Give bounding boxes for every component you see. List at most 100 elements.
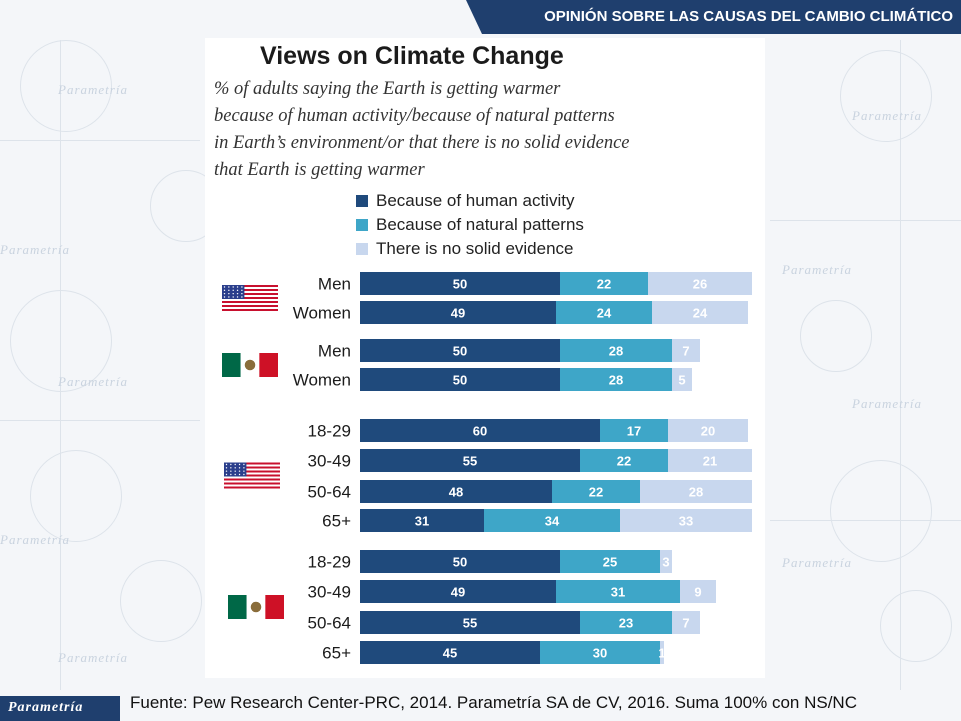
watermark-text: Parametría: [58, 82, 128, 97]
bar-segment-human: [360, 550, 560, 573]
bar-segment-no-evidence: [680, 580, 716, 603]
legend-item-natural: Because of natural patterns: [356, 213, 584, 237]
row-label: 50-64: [308, 483, 351, 502]
bar-segment-human: [360, 611, 580, 634]
data-label: 21: [703, 454, 717, 469]
bar-segment-human: [360, 580, 556, 603]
chart-legend: Because of human activity Because of nat…: [356, 189, 584, 261]
row-label: 65+: [322, 512, 351, 531]
data-label: 33: [679, 514, 693, 529]
watermark-text: Parametría: [58, 374, 128, 389]
bar-segment-natural: [560, 339, 672, 362]
bar-segment-natural: [540, 641, 660, 664]
bar-segment-no-evidence: [652, 301, 748, 324]
logo-text: Parametría: [8, 700, 84, 715]
legend-label: Because of natural patterns: [376, 215, 584, 234]
data-label: 49: [451, 585, 465, 600]
data-label: 50: [453, 373, 467, 388]
legend-swatch-human: [356, 195, 368, 207]
data-label: 28: [609, 373, 623, 388]
watermark-text: Parametría: [0, 532, 70, 547]
bar-segment-natural: [484, 509, 620, 532]
bar-segment-natural: [600, 419, 668, 442]
legend-label: Because of human activity: [376, 191, 575, 210]
bar-segment-human: [360, 419, 600, 442]
subtitle-line: because of human activity/because of nat…: [214, 106, 615, 126]
bar-segment-human: [360, 339, 560, 362]
data-label: 22: [597, 277, 611, 292]
row-label: 30-49: [308, 452, 351, 471]
data-label: 50: [453, 344, 467, 359]
header-title: OPINIÓN SOBRE LAS CAUSAS DEL CAMBIO CLIM…: [544, 8, 953, 25]
bar-segment-human: [360, 480, 552, 503]
bar-segment-human: [360, 449, 580, 472]
row-label: 30-49: [308, 583, 351, 602]
bar-segment-no-evidence: [668, 449, 752, 472]
data-label: 50: [453, 277, 467, 292]
bar-segment-human: [360, 272, 560, 295]
legend-item-no-evidence: There is no solid evidence: [356, 237, 584, 261]
data-label: 9: [694, 585, 701, 600]
data-label: 55: [463, 454, 477, 469]
bar-row: 65+ 31 34 33: [322, 509, 752, 532]
bar-segment-natural: [560, 550, 660, 573]
bar-segment-human: [360, 301, 556, 324]
bar-segment-natural: [580, 611, 672, 634]
data-label: 22: [617, 454, 631, 469]
bar-segment-no-evidence: [648, 272, 752, 295]
data-label: 7: [682, 616, 689, 631]
watermark-text: Parametría: [782, 555, 852, 570]
bar-segment-human: [360, 368, 560, 391]
data-label: 49: [451, 306, 465, 321]
us-flag-icon: [222, 285, 278, 311]
data-label: 20: [701, 424, 715, 439]
parametria-logo: Parametría: [0, 696, 120, 721]
data-label: 55: [463, 616, 477, 631]
bar-segment-natural: [580, 449, 668, 472]
data-label: 17: [627, 424, 641, 439]
bar-segment-no-evidence: [640, 480, 752, 503]
data-label: 24: [693, 306, 708, 321]
bar-segment-no-evidence: [672, 339, 700, 362]
data-label: 26: [693, 277, 707, 292]
bar-row: 18-29 50 25 3: [308, 550, 672, 573]
data-label: 3: [662, 555, 669, 570]
bar-row: 65+ 45 30 1: [322, 641, 666, 664]
row-label: Women: [293, 304, 351, 323]
data-label: 22: [589, 485, 603, 500]
bar-segment-natural: [560, 272, 648, 295]
data-label: 50: [453, 555, 467, 570]
row-label: Men: [318, 275, 351, 294]
bar-segment-natural: [552, 480, 640, 503]
watermark-text: Parametría: [0, 242, 70, 257]
bar-segment-no-evidence: [660, 550, 672, 573]
data-label: 1: [658, 646, 665, 661]
data-label: 23: [619, 616, 633, 631]
data-label: 28: [609, 344, 623, 359]
bar-row: Women 50 28 5: [293, 368, 692, 391]
bar-segment-no-evidence: [672, 368, 692, 391]
bar-row: 30-49 55 22 21: [308, 449, 752, 472]
data-label: 24: [597, 306, 612, 321]
mexico-flag-icon: [228, 595, 284, 619]
subtitle-line: that Earth is getting warmer: [214, 160, 425, 180]
watermark-text: Parametría: [58, 650, 128, 665]
bar-segment-human: [360, 641, 540, 664]
watermark-text: Parametría: [782, 262, 852, 277]
bar-row: Men 50 22 26: [318, 272, 752, 295]
data-label: 7: [682, 344, 689, 359]
bar-segment-no-evidence: [668, 419, 748, 442]
row-label: 50-64: [308, 614, 351, 633]
chart-subtitle: % of adults saying the Earth is getting …: [214, 76, 774, 184]
bar-segment-no-evidence: [620, 509, 752, 532]
bar-segment-natural: [560, 368, 672, 391]
bar-segment-natural: [556, 301, 652, 324]
bar-row: 18-29 60 17 20: [308, 419, 748, 442]
data-label: 5: [678, 373, 685, 388]
data-label: 28: [689, 485, 703, 500]
bar-segment-no-evidence: [672, 611, 700, 634]
data-label: 48: [449, 485, 463, 500]
bar-row: 50-64 48 22 28: [308, 480, 752, 503]
data-label: 45: [443, 646, 457, 661]
watermark-text: Parametría: [852, 396, 922, 411]
